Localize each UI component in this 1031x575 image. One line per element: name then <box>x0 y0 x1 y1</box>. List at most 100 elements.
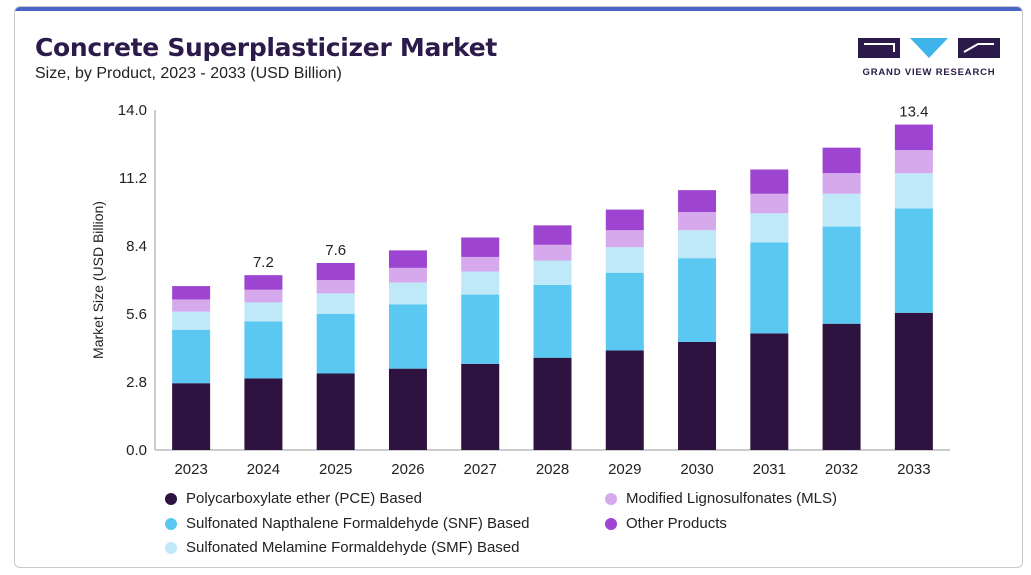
legend-item: Sulfonated Melamine Formaldehyde (SMF) B… <box>165 539 520 556</box>
bar-segment <box>388 267 427 283</box>
x-tick-label: 2023 <box>174 461 207 478</box>
bar-segment <box>750 193 789 214</box>
bar-segment <box>894 124 933 151</box>
stacked-bar-chart: 0.0 2.8 5.6 8.4 11.2 14.0 Market Size (USD Bil… <box>90 102 950 478</box>
grand-view-research-logo: GRAND VIEW RESEARCH <box>858 34 1000 84</box>
chart-title: Concrete Superplasticizer Market <box>35 33 498 62</box>
x-tick-label: 2031 <box>753 461 786 478</box>
total-data-label: 13.4 <box>899 104 928 121</box>
bar-segment <box>172 329 211 384</box>
legend-label: Sulfonated Napthalene Formaldehyde (SNF)… <box>186 515 530 532</box>
bar-segment <box>533 225 572 245</box>
x-tick-label: 2029 <box>608 461 641 478</box>
y-tick-label: 5.6 <box>126 306 147 323</box>
x-tick-label: 2032 <box>825 461 858 478</box>
bar-segment <box>172 286 211 300</box>
legend-label: Modified Lignosulfonates (MLS) <box>626 490 837 507</box>
bar-segment <box>172 299 211 312</box>
bar-segment <box>894 312 933 450</box>
bar-segment <box>533 260 572 285</box>
logo-triangle <box>910 38 948 58</box>
bar-segment <box>461 237 500 257</box>
bar-segment <box>244 302 283 322</box>
bar-segment <box>822 173 861 194</box>
legend-item: Modified Lignosulfonates (MLS) <box>605 490 837 507</box>
legend-label: Sulfonated Melamine Formaldehyde (SMF) B… <box>186 539 520 556</box>
x-tick-label: 2024 <box>247 461 280 478</box>
bar-segment <box>533 244 572 261</box>
bar-segment <box>894 173 933 209</box>
bar-segment <box>822 226 861 324</box>
bar-segment <box>172 383 211 450</box>
legend-item: Sulfonated Napthalene Formaldehyde (SNF)… <box>165 515 530 532</box>
bar-segment <box>244 378 283 450</box>
x-tick-label: 2028 <box>536 461 569 478</box>
bar-segment <box>605 209 644 231</box>
bar-segment <box>316 293 355 314</box>
legend-marker <box>165 541 177 554</box>
bar-segment <box>750 213 789 243</box>
bar-segment <box>244 321 283 379</box>
bar-segment <box>244 289 283 303</box>
bar-segment <box>388 304 427 369</box>
bar-segment <box>605 350 644 450</box>
bar-segment <box>678 258 717 342</box>
bar-segment <box>388 368 427 450</box>
legend-item: Polycarboxylate ether (PCE) Based <box>165 490 422 507</box>
legend-marker <box>605 492 617 505</box>
bar-segment <box>316 373 355 450</box>
bar-segment <box>678 230 717 259</box>
total-data-label: 7.2 <box>253 254 274 271</box>
bar-segment <box>894 208 933 313</box>
y-tick-label: 0.0 <box>126 442 147 459</box>
bar-segment <box>461 271 500 295</box>
x-tick-label: 2025 <box>319 461 352 478</box>
x-tick-label: 2033 <box>897 461 930 478</box>
accent-bar <box>15 7 1022 11</box>
bar-segment <box>605 247 644 273</box>
bar-segment <box>388 250 427 268</box>
y-tick-label: 8.4 <box>126 238 147 255</box>
bar-segment <box>316 263 355 280</box>
legend-marker <box>605 517 617 530</box>
bar-segment <box>822 323 861 450</box>
legend-item: Other Products <box>605 515 727 532</box>
bar-segment <box>678 341 717 450</box>
logo-mark-icon <box>858 38 1000 58</box>
logo-left-stroke <box>864 43 895 52</box>
bar-segment <box>750 169 789 194</box>
legend-marker <box>165 517 177 530</box>
bar-segment <box>822 147 861 174</box>
bar-segment <box>678 212 717 231</box>
bar-segment <box>244 275 283 290</box>
bar-segment <box>316 280 355 294</box>
chart-card: Concrete Superplasticizer Market Size, b… <box>14 6 1023 568</box>
bar-segment <box>678 190 717 212</box>
bar-segment <box>316 314 355 374</box>
x-tick-label: 2030 <box>680 461 713 478</box>
y-tick-label: 11.2 <box>119 170 147 187</box>
logo-text: GRAND VIEW RESEARCH <box>862 67 996 78</box>
total-data-label: 7.6 <box>325 242 346 259</box>
bar-segment <box>894 150 933 174</box>
bar-segment <box>750 333 789 450</box>
y-tick-label: 14.0 <box>118 102 147 119</box>
bar-segment <box>172 311 211 330</box>
bar-segment <box>461 363 500 450</box>
x-tick-label: 2027 <box>464 461 497 478</box>
bar-segment <box>533 284 572 358</box>
x-tick-label: 2026 <box>391 461 424 478</box>
bar-segment <box>388 282 427 305</box>
bar-segment <box>605 272 644 351</box>
y-tick-label: 2.8 <box>126 374 147 391</box>
bar-segment <box>461 294 500 364</box>
chart-subtitle: Size, by Product, 2023 - 2033 (USD Billi… <box>35 65 342 82</box>
legend-label: Polycarboxylate ether (PCE) Based <box>186 490 422 507</box>
legend-marker <box>165 492 177 505</box>
bar-segment <box>461 256 500 272</box>
bar-segment <box>750 242 789 334</box>
logo-right-stroke <box>963 43 994 53</box>
bar-segment <box>533 357 572 450</box>
y-axis-label: Market Size (USD Billion) <box>90 201 106 359</box>
bar-segment <box>605 230 644 248</box>
